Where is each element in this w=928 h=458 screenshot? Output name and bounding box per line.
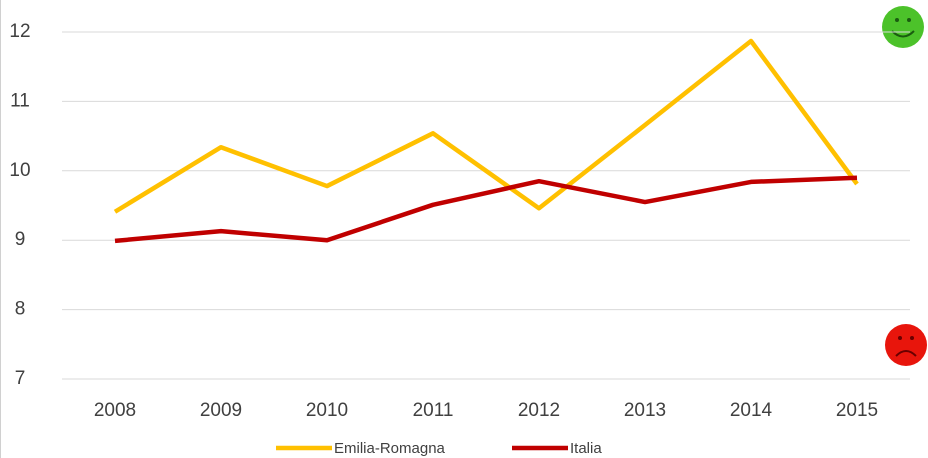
- y-tick-label: 12: [9, 21, 30, 42]
- x-tick-label: 2013: [624, 400, 666, 421]
- legend-label: Italia: [570, 440, 602, 457]
- legend-label: Emilia-Romagna: [334, 440, 446, 457]
- y-tick-label: 11: [10, 90, 30, 111]
- happy-face: [882, 6, 924, 48]
- x-tick-label: 2010: [306, 400, 348, 421]
- series-line: [114, 175, 858, 244]
- x-tick-label: 2008: [94, 400, 136, 421]
- x-tick-label: 2011: [413, 400, 454, 421]
- y-tick-label: 9: [15, 229, 26, 250]
- series-line: [113, 38, 859, 214]
- y-tick-label: 10: [9, 160, 30, 181]
- y-tick-label: 7: [15, 368, 26, 389]
- sad-face: [885, 324, 927, 366]
- x-tick-label: 2009: [200, 400, 242, 421]
- y-tick-label: 8: [15, 299, 26, 320]
- x-tick-label: 2014: [730, 400, 773, 421]
- x-tick-label: 2015: [836, 400, 878, 421]
- x-tick-label: 2012: [518, 400, 560, 421]
